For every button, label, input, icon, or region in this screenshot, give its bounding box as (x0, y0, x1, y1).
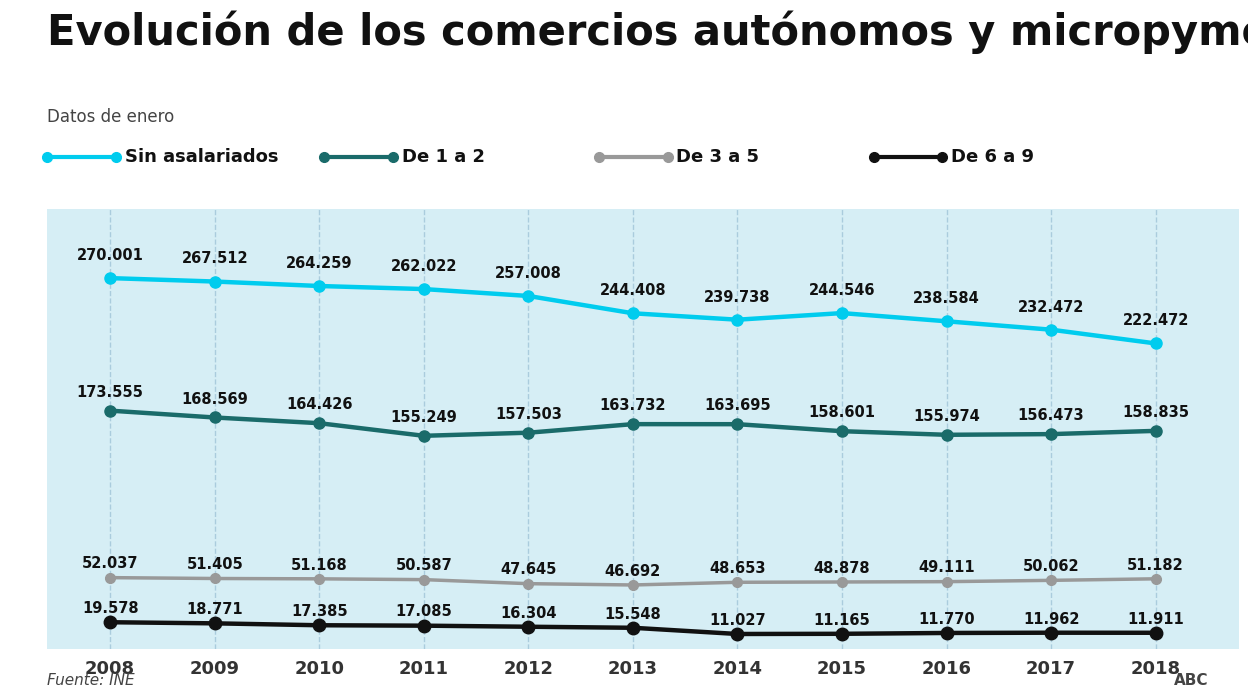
Text: 238.584: 238.584 (914, 291, 980, 306)
Text: 49.111: 49.111 (919, 560, 975, 575)
Text: 46.692: 46.692 (605, 564, 661, 579)
Text: 155.249: 155.249 (391, 410, 457, 425)
Text: 158.835: 158.835 (1122, 405, 1189, 420)
Text: 48.878: 48.878 (814, 560, 870, 576)
Text: 19.578: 19.578 (82, 601, 139, 616)
Text: 51.182: 51.182 (1127, 558, 1184, 572)
Text: 50.062: 50.062 (1023, 559, 1080, 574)
Text: 11.027: 11.027 (709, 613, 766, 628)
Text: 270.001: 270.001 (76, 248, 144, 263)
Text: 47.645: 47.645 (500, 563, 557, 577)
Text: Sin asalariados: Sin asalariados (125, 148, 278, 166)
Text: Datos de enero: Datos de enero (47, 108, 175, 126)
Text: 264.259: 264.259 (286, 256, 352, 271)
Text: 173.555: 173.555 (76, 385, 144, 400)
Text: 239.738: 239.738 (704, 290, 771, 304)
Text: 155.974: 155.974 (914, 409, 980, 424)
Text: 11.962: 11.962 (1023, 611, 1080, 627)
Text: 18.771: 18.771 (186, 602, 243, 617)
Text: 232.472: 232.472 (1018, 299, 1085, 315)
Text: 158.601: 158.601 (809, 406, 876, 420)
Text: Evolución de los comercios autónomos y micropymes: Evolución de los comercios autónomos y m… (47, 10, 1248, 54)
Text: 11.165: 11.165 (814, 613, 870, 628)
Text: 157.503: 157.503 (495, 407, 562, 422)
Text: 52.037: 52.037 (82, 556, 139, 572)
Text: 244.408: 244.408 (599, 283, 666, 298)
Text: 163.732: 163.732 (599, 398, 666, 413)
Text: 48.653: 48.653 (709, 561, 766, 576)
Text: 17.085: 17.085 (396, 604, 452, 620)
Text: 222.472: 222.472 (1122, 313, 1189, 328)
Text: 11.770: 11.770 (919, 611, 975, 627)
Text: 257.008: 257.008 (495, 266, 562, 281)
Text: 51.405: 51.405 (186, 557, 243, 572)
Text: De 1 a 2: De 1 a 2 (402, 148, 485, 166)
Text: 15.548: 15.548 (604, 607, 661, 622)
Text: 17.385: 17.385 (291, 604, 347, 619)
Text: ABC: ABC (1173, 673, 1208, 688)
Text: 244.546: 244.546 (809, 283, 875, 298)
Text: Fuente: INE: Fuente: INE (47, 673, 135, 688)
Text: 51.168: 51.168 (291, 558, 348, 572)
Text: De 6 a 9: De 6 a 9 (951, 148, 1035, 166)
Text: 267.512: 267.512 (181, 251, 248, 267)
Text: 16.304: 16.304 (500, 606, 557, 621)
Text: De 3 a 5: De 3 a 5 (676, 148, 760, 166)
Text: 11.911: 11.911 (1127, 611, 1184, 627)
Text: 168.569: 168.569 (181, 392, 248, 406)
Text: 262.022: 262.022 (391, 259, 457, 274)
Text: 50.587: 50.587 (396, 558, 452, 574)
Text: 156.473: 156.473 (1018, 408, 1085, 423)
Text: 163.695: 163.695 (704, 398, 771, 413)
Text: 164.426: 164.426 (286, 397, 352, 413)
